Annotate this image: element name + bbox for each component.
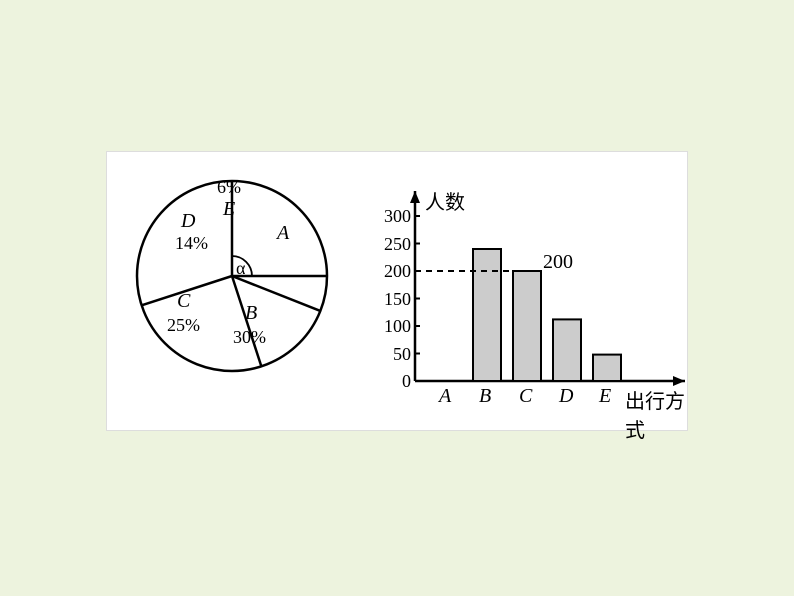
callout-200: 200: [543, 251, 583, 274]
pie-slice-pct-e: 6%: [217, 178, 241, 196]
bar-e: [593, 355, 621, 381]
bar-c: [513, 271, 541, 381]
pie-slice-label-a: A: [277, 223, 289, 243]
x-cat-d: D: [559, 385, 573, 408]
x-cat-e: E: [599, 385, 611, 408]
y-tick-250: 250: [375, 234, 411, 255]
bar-chart: 050100150200250300ABCDE人数出行方式200: [357, 161, 697, 421]
y-tick-150: 150: [375, 289, 411, 310]
bar-d: [553, 319, 581, 381]
pie-alpha-label: α: [236, 259, 245, 277]
y-tick-100: 100: [375, 316, 411, 337]
pie-slice-label-b: B: [245, 303, 257, 323]
y-tick-50: 50: [375, 344, 411, 365]
pie-slice-label-e: E: [223, 199, 235, 219]
pie-svg: [117, 161, 357, 421]
y-tick-0: 0: [375, 371, 411, 392]
y-tick-200: 200: [375, 261, 411, 282]
chart-panel: A B 30% C 25% D 14% E 6% α 0 50 100 150 200 250 300 A B C D…: [106, 151, 688, 431]
y-tick-300: 300: [375, 206, 411, 227]
pie-slice-label-c: C: [177, 291, 190, 311]
pie-slice-label-d: D: [181, 211, 195, 231]
x-cat-b: B: [479, 385, 491, 408]
pie-slice-pct-c: 25%: [167, 316, 200, 334]
pie-slice-pct-d: 14%: [175, 234, 208, 252]
x-cat-c: C: [519, 385, 532, 408]
pie-slice-pct-b: 30%: [233, 328, 266, 346]
bar-b: [473, 249, 501, 381]
pie-chart: A B 30% C 25% D 14% E 6% α: [117, 161, 357, 421]
x-axis-label: 出行方式: [625, 385, 697, 443]
x-cat-a: A: [439, 385, 451, 408]
y-axis-label: 人数: [425, 186, 465, 215]
